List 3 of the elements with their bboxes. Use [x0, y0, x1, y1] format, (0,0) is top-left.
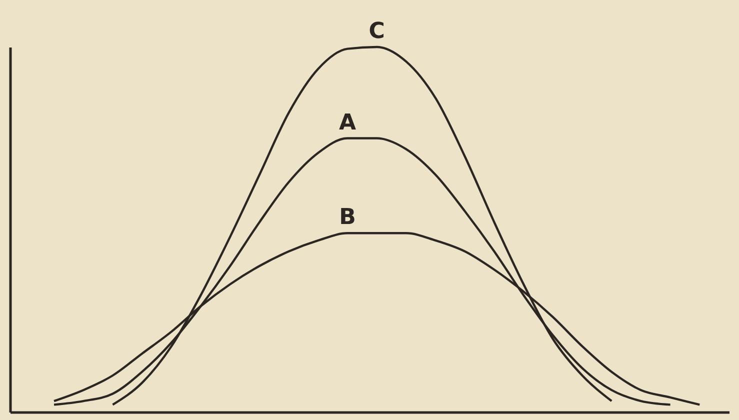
series-label: C: [368, 19, 385, 44]
series-label: A: [338, 110, 356, 136]
series-label: B: [339, 205, 356, 230]
